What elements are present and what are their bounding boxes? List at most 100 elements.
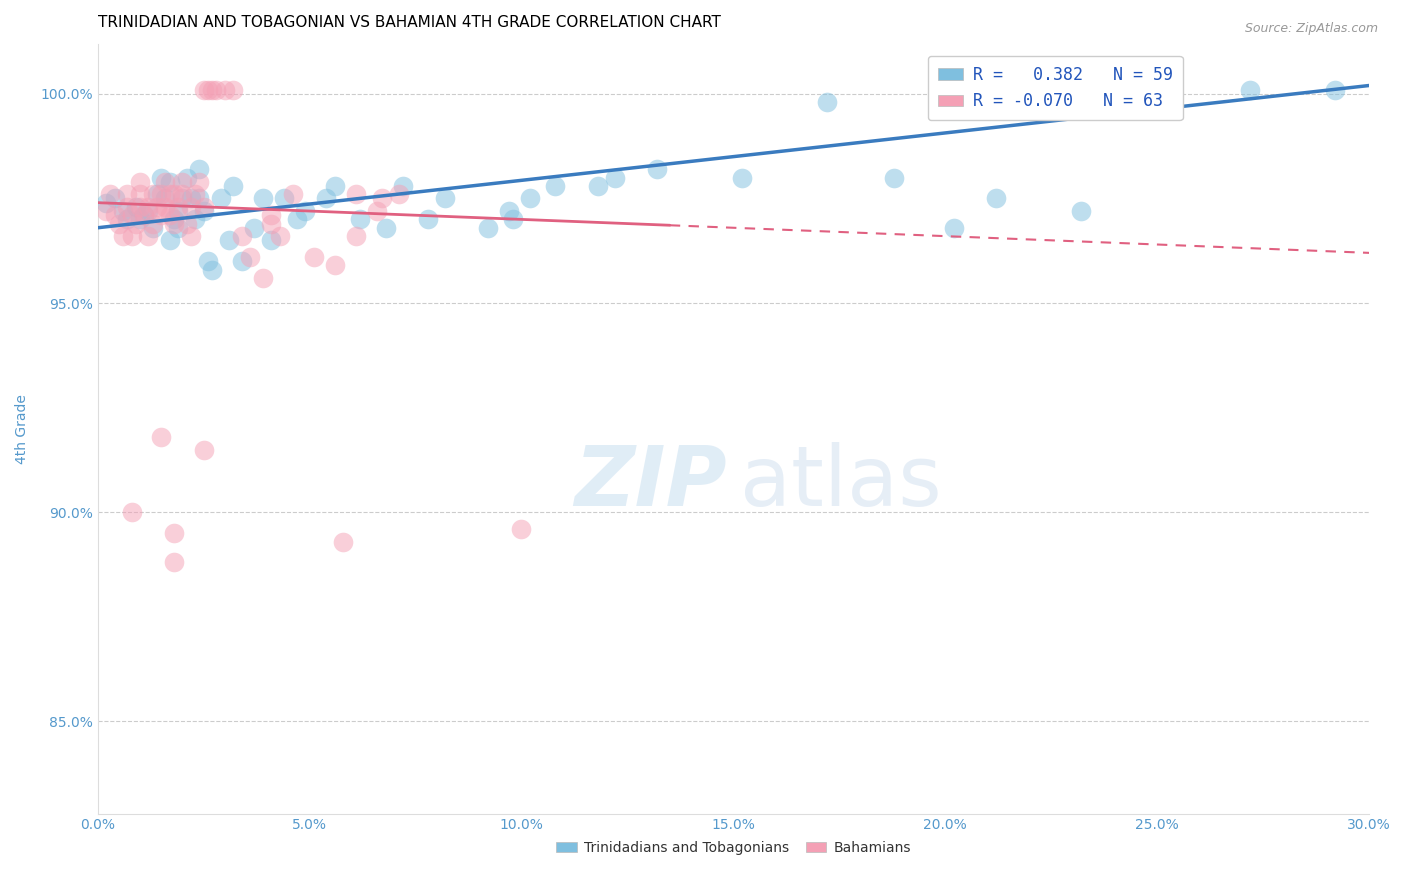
- Point: [180, 192, 202, 206]
- Point: [374, 220, 396, 235]
- Point: [332, 534, 354, 549]
- Point: [142, 220, 165, 235]
- Point: [281, 187, 304, 202]
- Point: [167, 220, 190, 235]
- Point: [142, 217, 165, 231]
- Point: [260, 208, 283, 222]
- Point: [142, 187, 165, 202]
- Point: [155, 200, 177, 214]
- Point: [193, 83, 215, 97]
- Point: [150, 170, 173, 185]
- Point: [107, 217, 129, 231]
- Point: [180, 200, 202, 214]
- Point: [117, 212, 139, 227]
- Point: [146, 200, 169, 214]
- Point: [193, 200, 215, 214]
- Point: [138, 200, 160, 214]
- Point: [344, 187, 367, 202]
- Legend: R =   0.382   N = 59, R = -0.070   N = 63: R = 0.382 N = 59, R = -0.070 N = 63: [928, 56, 1182, 120]
- Point: [366, 204, 388, 219]
- Point: [260, 233, 283, 247]
- Point: [231, 229, 253, 244]
- Point: [159, 187, 181, 202]
- Point: [418, 212, 440, 227]
- Point: [252, 192, 274, 206]
- Point: [103, 208, 125, 222]
- Point: [942, 220, 965, 235]
- Point: [645, 162, 668, 177]
- Point: [117, 200, 139, 214]
- Point: [188, 162, 211, 177]
- Point: [94, 204, 117, 219]
- Point: [273, 192, 295, 206]
- Point: [121, 505, 143, 519]
- Point: [129, 175, 152, 189]
- Point: [155, 175, 177, 189]
- Point: [176, 170, 198, 185]
- Point: [302, 250, 325, 264]
- Point: [129, 187, 152, 202]
- Point: [815, 95, 838, 110]
- Point: [231, 254, 253, 268]
- Point: [193, 204, 215, 219]
- Point: [98, 187, 121, 202]
- Point: [150, 430, 173, 444]
- Point: [112, 229, 135, 244]
- Point: [146, 187, 169, 202]
- Point: [172, 175, 194, 189]
- Point: [184, 212, 207, 227]
- Point: [138, 229, 160, 244]
- Point: [323, 259, 346, 273]
- Point: [984, 192, 1007, 206]
- Point: [1070, 204, 1092, 219]
- Point: [134, 208, 156, 222]
- Point: [209, 192, 232, 206]
- Point: [121, 229, 143, 244]
- Point: [159, 208, 181, 222]
- Point: [176, 217, 198, 231]
- Point: [188, 192, 211, 206]
- Point: [323, 178, 346, 193]
- Point: [112, 204, 135, 219]
- Point: [180, 229, 202, 244]
- Point: [167, 200, 190, 214]
- Point: [103, 192, 125, 206]
- Point: [544, 178, 567, 193]
- Point: [586, 178, 609, 193]
- Point: [218, 233, 240, 247]
- Point: [269, 229, 291, 244]
- Point: [150, 208, 173, 222]
- Point: [260, 217, 283, 231]
- Point: [150, 187, 173, 202]
- Point: [201, 83, 224, 97]
- Point: [502, 212, 524, 227]
- Point: [477, 220, 499, 235]
- Text: Source: ZipAtlas.com: Source: ZipAtlas.com: [1244, 22, 1378, 36]
- Point: [243, 220, 266, 235]
- Point: [883, 170, 905, 185]
- Point: [1239, 83, 1261, 97]
- Text: ZIP: ZIP: [575, 442, 727, 523]
- Point: [188, 175, 211, 189]
- Point: [349, 212, 371, 227]
- Point: [370, 192, 392, 206]
- Point: [94, 195, 117, 210]
- Point: [125, 217, 148, 231]
- Point: [205, 83, 228, 97]
- Point: [214, 83, 236, 97]
- Point: [239, 250, 262, 264]
- Point: [387, 187, 409, 202]
- Point: [285, 212, 308, 227]
- Point: [163, 556, 186, 570]
- Point: [172, 187, 194, 202]
- Point: [197, 254, 219, 268]
- Point: [222, 178, 245, 193]
- Point: [163, 217, 186, 231]
- Point: [159, 233, 181, 247]
- Point: [344, 229, 367, 244]
- Point: [434, 192, 457, 206]
- Point: [315, 192, 337, 206]
- Point: [201, 262, 224, 277]
- Point: [172, 192, 194, 206]
- Point: [197, 83, 219, 97]
